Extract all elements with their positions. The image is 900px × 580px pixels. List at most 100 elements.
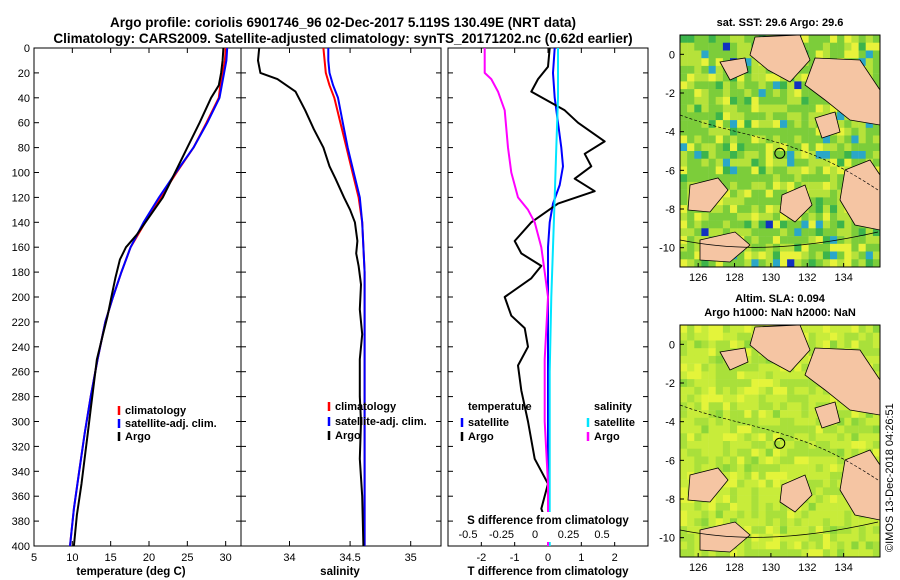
heatmap-cell (851, 332, 859, 341)
heatmap-cell (758, 417, 766, 426)
temperature-frame (33, 47, 242, 547)
x-tick-label: 25 (181, 552, 193, 564)
x-tick-label: 2 (612, 552, 618, 564)
heatmap-cell (694, 236, 702, 245)
heatmap-cell (780, 158, 788, 167)
heatmap-cell (851, 325, 859, 333)
heatmap-cell (751, 127, 759, 136)
heatmap-cell (694, 425, 702, 434)
heatmap-cell (858, 143, 866, 152)
heatmap-cell (694, 251, 702, 260)
heatmap-cell (744, 433, 752, 442)
heatmap-cell (801, 425, 809, 434)
heatmap-cell (751, 220, 759, 229)
heatmap-cell (765, 251, 774, 260)
heatmap-cell (780, 502, 788, 511)
heatmap-cell (737, 205, 745, 214)
heatmap-cell (794, 143, 802, 152)
heatmap-cell (772, 73, 781, 82)
heatmap-cell (687, 89, 695, 98)
heatmap-cell (772, 526, 781, 535)
heatmap-cell (708, 158, 716, 167)
heatmap-cell (801, 104, 809, 113)
differences-depth-ticks (448, 47, 648, 547)
heatmap-cell (787, 174, 795, 183)
heatmap-cell (837, 518, 845, 527)
heatmap-cell (851, 425, 859, 434)
heatmap-cell (772, 402, 781, 411)
heatmap-cell (687, 518, 695, 527)
heatmap-cell (730, 410, 738, 419)
heatmap-cell (765, 402, 774, 411)
heatmap-cell (680, 174, 688, 183)
heatmap-cell (751, 189, 759, 198)
heatmap-cell (801, 65, 809, 74)
depth-tick-label: 100 (12, 168, 30, 180)
heatmap-cell (772, 425, 781, 434)
heatmap-cell (822, 456, 831, 465)
heatmap-cell (708, 549, 716, 557)
depth-tick-label: 200 (12, 292, 30, 304)
heatmap-cell (751, 212, 759, 221)
heatmap-cell (758, 174, 766, 183)
heatmap-cell (787, 96, 795, 105)
heatmap-cell (808, 394, 816, 403)
heatmap-cell (680, 220, 688, 229)
heatmap-cell (751, 518, 759, 527)
heatmap-cell (772, 259, 781, 267)
heatmap-cell (708, 120, 716, 129)
heatmap-cell (680, 402, 688, 411)
heatmap-cell (822, 189, 831, 198)
heatmap-cell (708, 35, 716, 43)
heatmap-cell (751, 104, 759, 113)
heatmap-cell (722, 89, 731, 98)
heatmap-cell (787, 228, 795, 237)
heatmap-cell (715, 120, 724, 129)
legend-label-t-satellite: satellite (468, 417, 509, 429)
heatmap-cell (751, 394, 759, 403)
heatmap-cell (680, 441, 688, 449)
heatmap-cell (830, 464, 838, 473)
heatmap-cell (715, 425, 724, 434)
heatmap-cell (808, 332, 816, 341)
heatmap-cell (837, 135, 845, 144)
heatmap-cell (822, 479, 831, 488)
heatmap-cell (787, 220, 795, 229)
heatmap-cell (708, 73, 716, 82)
depth-tick-label: 360 (12, 491, 30, 503)
heatmap-cell (808, 340, 816, 349)
heatmap-cell (765, 518, 774, 527)
heatmap-cell (744, 251, 752, 260)
heatmap-cell (730, 371, 738, 380)
heatmap-cell (865, 441, 874, 449)
differences-panel: -2 -1 0 1 2 T difference from climatology S … (447, 47, 649, 578)
heatmap-cell (701, 112, 709, 121)
heatmap-cell (687, 332, 695, 341)
heatmap-cell (765, 243, 774, 252)
heatmap-cell (815, 541, 824, 550)
heatmap-cell (780, 448, 788, 457)
heatmap-cell (687, 363, 695, 372)
heatmap-cell (765, 259, 774, 267)
heatmap-cell (787, 518, 795, 527)
heatmap-cell (737, 518, 745, 527)
heatmap-cell (751, 433, 759, 442)
heatmap-cell (822, 464, 831, 473)
heatmap-cell (837, 174, 845, 183)
heatmap-cell (765, 394, 774, 403)
heatmap-cell (701, 81, 709, 90)
heatmap-cell (872, 135, 880, 144)
heatmap-cell (722, 104, 731, 113)
heatmap-cell (808, 325, 816, 333)
heatmap-cell (780, 104, 788, 113)
heatmap-cell (794, 456, 802, 465)
heatmap-cell (701, 386, 709, 395)
heatmap-cell (751, 96, 759, 105)
heatmap-cell (815, 495, 824, 504)
heatmap-cell (822, 471, 831, 480)
heatmap-cell (680, 526, 688, 535)
heatmap-cell (680, 73, 688, 82)
heatmap-cell (715, 325, 724, 333)
heatmap-cell (744, 363, 752, 372)
